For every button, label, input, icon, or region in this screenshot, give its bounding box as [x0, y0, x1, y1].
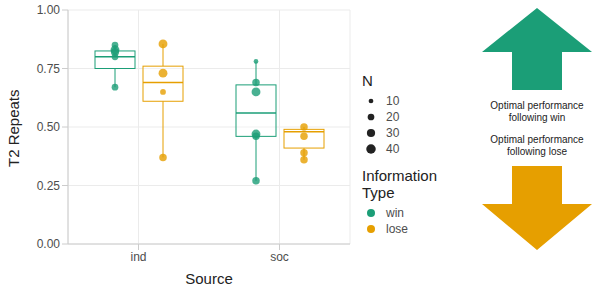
- svg-text:T2 Repeats: T2 Repeats: [8, 89, 22, 167]
- svg-text:0.75: 0.75: [37, 62, 61, 76]
- html-text:Optimal performance following: Optimal performance following lose: [490, 134, 584, 157]
- html-text:20: 20: [386, 110, 400, 124]
- svg-text:Source: Source: [185, 270, 233, 287]
- html-text:N: N: [362, 72, 373, 89]
- html-text:10: 10: [386, 94, 400, 108]
- html-text:lose: lose: [386, 222, 408, 236]
- svg-text:soc: soc: [270, 250, 289, 264]
- html-text:Optimal performance following: Optimal performance following win: [490, 100, 584, 123]
- html-text:Information Type: Information Type: [362, 167, 437, 201]
- svg-text:1.00: 1.00: [37, 3, 61, 17]
- html-text:40: 40: [386, 142, 400, 156]
- html-text:30: 30: [386, 126, 400, 140]
- html-text:win: win: [386, 206, 404, 220]
- svg-text:0.50: 0.50: [37, 120, 61, 134]
- svg-text:0.00: 0.00: [37, 237, 61, 251]
- svg-text:0.25: 0.25: [37, 179, 61, 193]
- svg-text:ind: ind: [130, 250, 146, 264]
